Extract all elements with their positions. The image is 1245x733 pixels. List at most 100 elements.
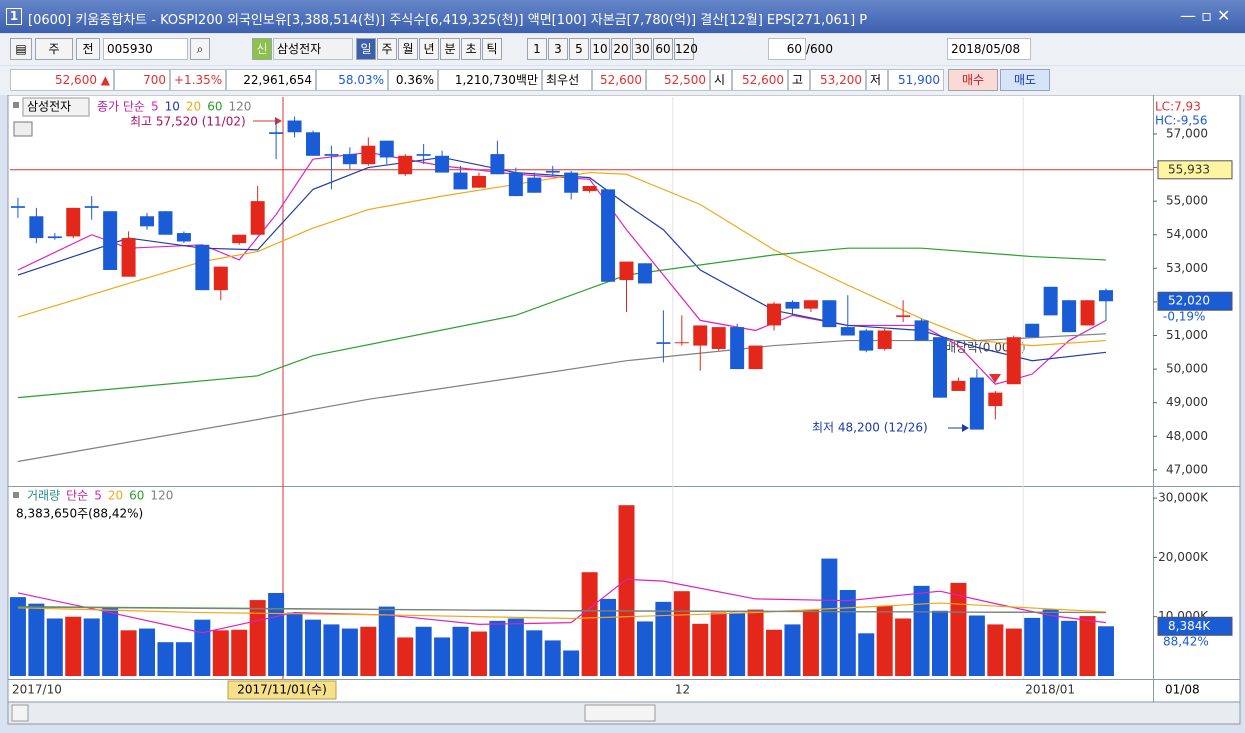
period-button[interactable]: 년	[419, 38, 439, 60]
code-input[interactable]: 005930	[103, 38, 188, 60]
candle-body	[29, 216, 44, 239]
period-button[interactable]: 틱	[482, 38, 502, 60]
prev-button[interactable]: 전	[76, 38, 100, 60]
turnover: 0.36%	[388, 69, 438, 91]
volume-bar	[968, 615, 985, 676]
low-label: 저	[866, 69, 888, 91]
volume-bar	[544, 640, 561, 676]
value-tag	[1157, 291, 1233, 311]
interval-button[interactable]: 10	[590, 38, 610, 60]
candle-body	[103, 211, 118, 271]
y-tick-label: 49,000	[1166, 395, 1208, 409]
market-select[interactable]: 주	[35, 38, 73, 60]
volume-bar	[618, 505, 635, 676]
search-button[interactable]: ⌕	[190, 38, 210, 60]
legend-entry: 120	[228, 100, 251, 114]
low: 51,900	[888, 69, 944, 91]
volume-bar	[415, 626, 432, 676]
volume-bar	[489, 620, 506, 676]
volume-bar	[249, 600, 266, 676]
candle-body	[674, 342, 689, 344]
buy-button[interactable]: 매수	[948, 69, 998, 91]
x-tick-label: 12	[675, 683, 690, 697]
candle-body	[84, 206, 99, 208]
interval-button[interactable]: 120	[674, 38, 698, 60]
candle-body	[213, 266, 228, 291]
volume-bar	[65, 616, 82, 676]
candle-body	[490, 154, 505, 175]
volume-bar	[28, 603, 45, 676]
candle-body	[1025, 323, 1040, 338]
open: 52,600	[732, 69, 788, 91]
candle-body	[121, 238, 136, 277]
crosshair-label: 2017/11/01(수)	[237, 683, 327, 697]
interval-button[interactable]: 30	[632, 38, 652, 60]
volume-bar	[655, 601, 672, 676]
value-tag-label: 8,384K	[1168, 619, 1211, 633]
legend-entry: 60	[207, 100, 222, 114]
volume-bar	[1097, 626, 1114, 676]
interval-button[interactable]: 60	[653, 38, 673, 60]
candle-body	[342, 154, 357, 165]
y-tick-label: 55,000	[1166, 194, 1208, 208]
candle-body	[951, 380, 966, 391]
scroll-left[interactable]	[11, 704, 29, 722]
y-tick-label: 54,000	[1166, 227, 1208, 241]
menu-button[interactable]: ▤	[10, 38, 32, 60]
price: 52,600 ▲	[10, 69, 114, 91]
period-button[interactable]: 주	[377, 38, 397, 60]
date-input[interactable]: 2018/05/08	[947, 38, 1031, 60]
interval-button[interactable]: 20	[611, 38, 631, 60]
candle-body	[232, 234, 247, 244]
best-label: 최우선	[542, 69, 592, 91]
candle-body	[176, 233, 191, 242]
volume-bar	[507, 618, 524, 676]
table-icon[interactable]	[13, 121, 33, 137]
volume-bar	[526, 630, 543, 676]
legend-entry: 5	[151, 100, 159, 114]
candle-body	[379, 140, 394, 158]
candle-body	[508, 172, 523, 197]
count-input[interactable]: 60	[768, 38, 806, 60]
moving-average	[17, 171, 1107, 347]
scroll-thumb[interactable]	[584, 704, 656, 722]
volume-bar	[139, 628, 156, 676]
legend-icon	[13, 102, 19, 108]
moving-average	[17, 602, 1107, 620]
moving-average	[17, 578, 1107, 634]
period-button[interactable]: 분	[440, 38, 460, 60]
candle-body	[914, 320, 929, 341]
volume-bar	[950, 582, 967, 676]
volume-bar	[747, 609, 764, 676]
volume-bar	[802, 609, 819, 676]
volume-bar	[729, 612, 746, 676]
value-tag-label: 55,933	[1168, 162, 1210, 176]
sell-button[interactable]: 매도	[1000, 69, 1050, 91]
volume-bar	[102, 607, 119, 676]
candle-body	[582, 186, 597, 192]
y-tick-label: 48,000	[1166, 429, 1208, 443]
candle-body	[66, 207, 81, 237]
quote-bar: 52,600 ▲ 700 +1.35% 22,961,654 58.03% 0.…	[0, 66, 1245, 95]
period-button[interactable]: 일	[356, 38, 376, 60]
interval-button[interactable]: 3	[548, 38, 568, 60]
volume-bar	[397, 637, 414, 676]
change: 700	[114, 69, 170, 91]
period-button[interactable]: 월	[398, 38, 418, 60]
candle-body	[637, 263, 652, 284]
volume-info: 8,383,650주(88,42%)	[16, 507, 143, 521]
period-button[interactable]: 초	[461, 38, 481, 60]
volume-bar	[157, 642, 174, 676]
lc: LC:7,93	[1155, 100, 1201, 114]
moving-average	[17, 606, 1106, 614]
interval-button[interactable]: 1	[527, 38, 547, 60]
interval-button[interactable]: 5	[569, 38, 589, 60]
volume-bar	[9, 597, 26, 676]
window-controls[interactable]: — ▫ ✕	[1180, 6, 1231, 25]
candle-body	[361, 145, 376, 165]
candle-body	[711, 327, 726, 349]
volume-bar	[175, 642, 192, 676]
volume-bar	[784, 624, 801, 676]
volume-bar	[858, 633, 875, 676]
legend-entry: 5	[94, 489, 102, 503]
